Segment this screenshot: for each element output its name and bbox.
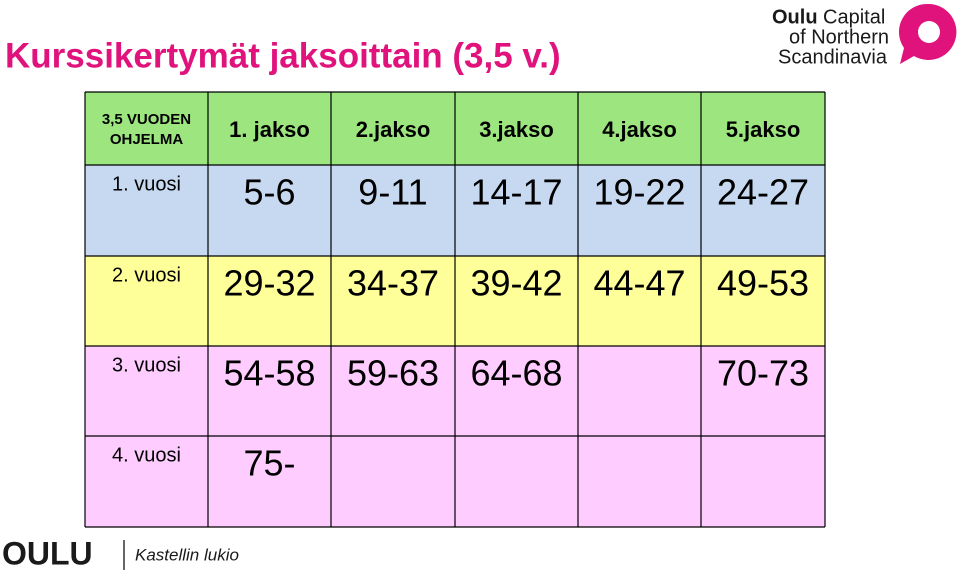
row-label: 3. vuosi (112, 354, 181, 376)
column-header: 3.jakso (479, 117, 554, 142)
cell: 34-37 (347, 263, 439, 304)
cell: 59-63 (347, 353, 439, 394)
cell: 49-53 (717, 263, 809, 304)
logo-text: Scandinavia (778, 46, 888, 68)
cell: 29-32 (223, 263, 315, 304)
cell: 64-68 (470, 353, 562, 394)
logo-hole (918, 21, 940, 43)
logo: Oulu Capital of Northern Scandinavia (772, 3, 957, 68)
cell: 24-27 (717, 172, 809, 213)
logo-text: of Northern (789, 26, 889, 48)
title: Kurssikertymät jaksoittain (3,5 v.) (5, 36, 561, 75)
logo-bold: Oulu (772, 6, 818, 28)
footer: OULU Kastellin lukio (2, 535, 239, 571)
cell: 44-47 (593, 263, 685, 304)
row-label: 1. vuosi (112, 173, 181, 195)
column-header: 4.jakso (602, 117, 677, 142)
footer-school: Kastellin lukio (135, 545, 239, 564)
cell: 54-58 (223, 353, 315, 394)
cell: 14-17 (470, 172, 562, 213)
cell: 75- (243, 443, 295, 484)
column-header: 2.jakso (356, 117, 431, 142)
row-label: 2. vuosi (112, 264, 181, 286)
logo-text: Capital (823, 6, 885, 28)
cell: 70-73 (717, 353, 809, 394)
cell: 39-42 (470, 263, 562, 304)
row-label: 4. vuosi (112, 444, 181, 466)
cell: 19-22 (593, 172, 685, 213)
corner-label: OHJELMA (110, 131, 184, 148)
cell: 9-11 (358, 172, 427, 213)
footer-brand: OULU (2, 535, 93, 571)
column-header: 1. jakso (229, 117, 310, 142)
column-header: 5.jakso (726, 117, 801, 142)
cell: 5-6 (243, 172, 295, 213)
corner-label: 3,5 VUODEN (102, 111, 191, 128)
table: 3,5 VUODEN OHJELMA 1. jakso 2.jakso 3.jakso 4… (84, 91, 826, 528)
